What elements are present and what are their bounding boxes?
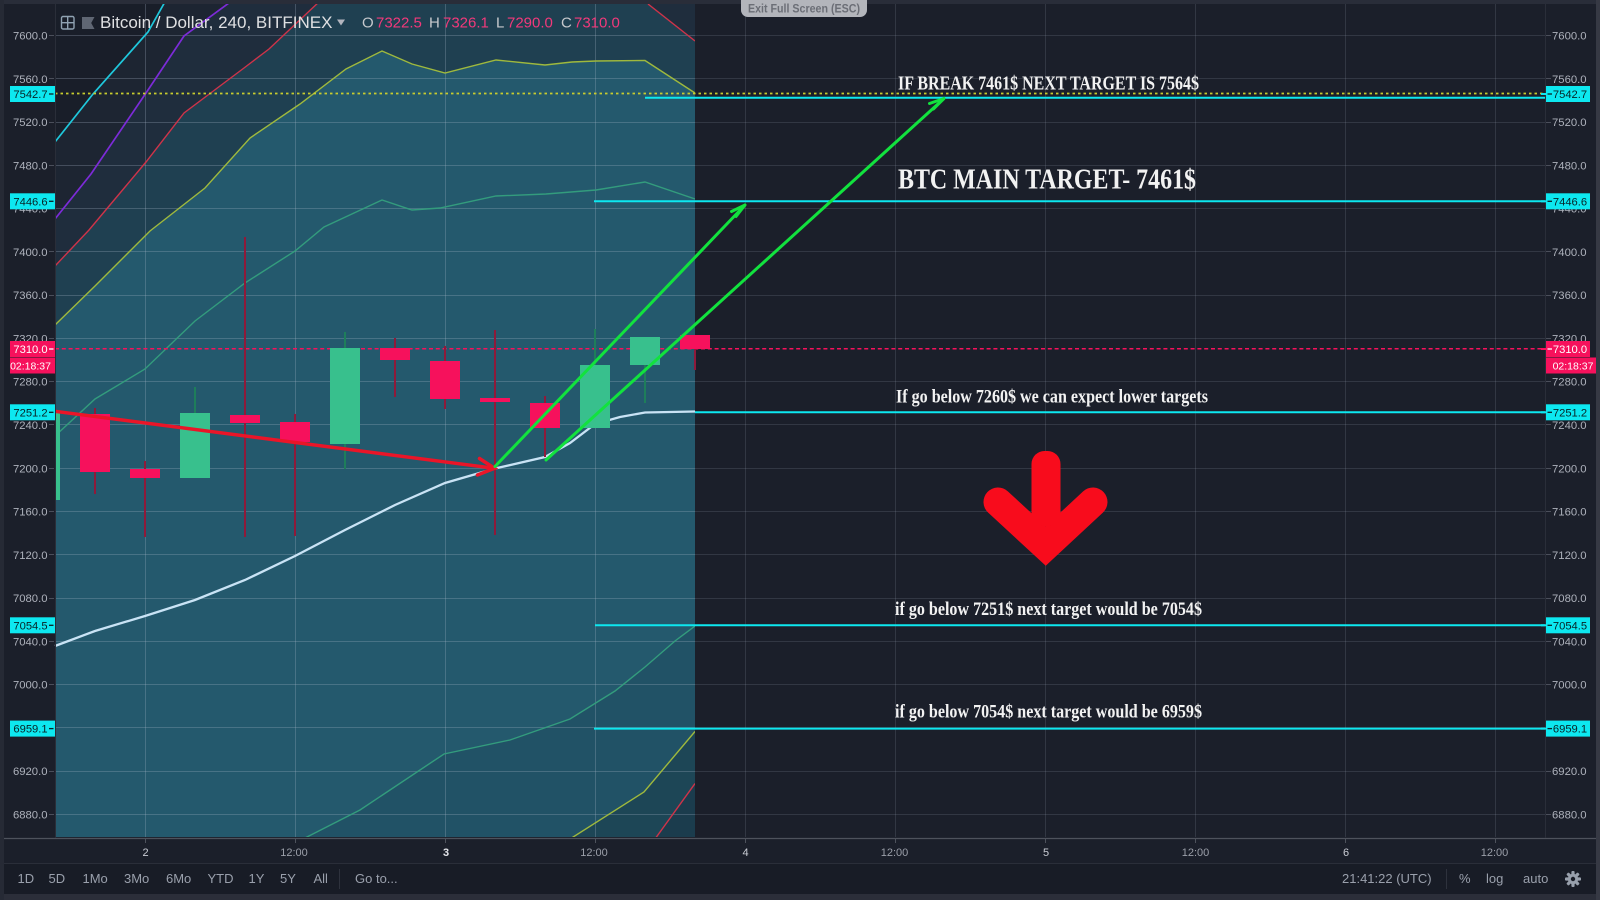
svg-text:7310.0: 7310.0 bbox=[1553, 344, 1587, 356]
svg-text:7310.0: 7310.0 bbox=[574, 15, 620, 32]
svg-text:L: L bbox=[496, 15, 504, 32]
svg-text:7054.5: 7054.5 bbox=[1553, 620, 1587, 632]
svg-text:6959.1: 6959.1 bbox=[1553, 724, 1587, 736]
svg-text:6880.0: 6880.0 bbox=[1552, 810, 1587, 822]
svg-text:02:18:37: 02:18:37 bbox=[1553, 361, 1594, 373]
svg-text:5Y: 5Y bbox=[280, 871, 296, 886]
svg-text:IF BREAK 7461$ NEXT TARGET IS: IF BREAK 7461$ NEXT TARGET IS 7564$ bbox=[898, 74, 1199, 95]
svg-text:12:00: 12:00 bbox=[280, 847, 308, 859]
svg-text:7200.0: 7200.0 bbox=[1552, 463, 1587, 475]
svg-text:%: % bbox=[1459, 871, 1471, 886]
svg-text:7480.0: 7480.0 bbox=[13, 160, 48, 172]
svg-text:7040.0: 7040.0 bbox=[1552, 636, 1587, 648]
svg-text:02:18:37: 02:18:37 bbox=[10, 361, 51, 373]
svg-text:7120.0: 7120.0 bbox=[1552, 550, 1587, 562]
svg-text:6920.0: 6920.0 bbox=[1552, 766, 1587, 778]
svg-text:7560.0: 7560.0 bbox=[1552, 74, 1587, 86]
svg-text:2: 2 bbox=[142, 847, 148, 859]
svg-text:7054.5: 7054.5 bbox=[13, 620, 47, 632]
svg-text:auto: auto bbox=[1523, 871, 1548, 886]
svg-text:7600.0: 7600.0 bbox=[13, 31, 48, 43]
svg-text:7480.0: 7480.0 bbox=[1552, 160, 1587, 172]
svg-text:6880.0: 6880.0 bbox=[13, 810, 48, 822]
svg-text:6920.0: 6920.0 bbox=[13, 766, 48, 778]
svg-text:7240.0: 7240.0 bbox=[13, 420, 48, 432]
svg-text:3Mo: 3Mo bbox=[124, 871, 149, 886]
svg-text:7240.0: 7240.0 bbox=[1552, 420, 1587, 432]
svg-text:if go below 7251$ next target: if go below 7251$ next target would be 7… bbox=[895, 600, 1202, 620]
svg-text:7280.0: 7280.0 bbox=[13, 377, 48, 389]
svg-text:Bitcoin / Dollar, 240, BITFINE: Bitcoin / Dollar, 240, BITFINEX bbox=[100, 13, 332, 32]
svg-text:7542.7: 7542.7 bbox=[1553, 89, 1587, 101]
svg-text:7290.0: 7290.0 bbox=[507, 15, 553, 32]
svg-text:1D: 1D bbox=[18, 871, 35, 886]
svg-text:1Y: 1Y bbox=[249, 871, 265, 886]
svg-text:BTC MAIN TARGET- 7461$: BTC MAIN TARGET- 7461$ bbox=[898, 164, 1196, 196]
svg-text:7280.0: 7280.0 bbox=[1552, 377, 1587, 389]
svg-text:7560.0: 7560.0 bbox=[13, 74, 48, 86]
svg-text:3: 3 bbox=[443, 847, 449, 859]
svg-text:7200.0: 7200.0 bbox=[13, 463, 48, 475]
svg-text:7080.0: 7080.0 bbox=[13, 593, 48, 605]
svg-text:6959.1: 6959.1 bbox=[13, 724, 47, 736]
svg-text:7360.0: 7360.0 bbox=[13, 290, 48, 302]
svg-text:Go to...: Go to... bbox=[355, 871, 398, 886]
svg-text:YTD: YTD bbox=[208, 871, 234, 886]
svg-text:7446.6: 7446.6 bbox=[13, 196, 47, 208]
svg-text:7080.0: 7080.0 bbox=[1552, 593, 1587, 605]
svg-text:12:00: 12:00 bbox=[1481, 847, 1509, 859]
svg-text:7400.0: 7400.0 bbox=[13, 247, 48, 259]
svg-text:6Mo: 6Mo bbox=[166, 871, 191, 886]
svg-text:7000.0: 7000.0 bbox=[1552, 680, 1587, 692]
svg-text:7160.0: 7160.0 bbox=[13, 507, 48, 519]
svg-text:7360.0: 7360.0 bbox=[1552, 290, 1587, 302]
svg-text:7120.0: 7120.0 bbox=[13, 550, 48, 562]
svg-text:1Mo: 1Mo bbox=[83, 871, 108, 886]
svg-text:12:00: 12:00 bbox=[881, 847, 909, 859]
svg-text:21:41:22 (UTC): 21:41:22 (UTC) bbox=[1342, 871, 1432, 886]
svg-text:6: 6 bbox=[1343, 847, 1349, 859]
svg-text:12:00: 12:00 bbox=[580, 847, 608, 859]
svg-text:7251.2: 7251.2 bbox=[13, 407, 47, 419]
svg-text:7520.0: 7520.0 bbox=[1552, 117, 1587, 129]
svg-text:7326.1: 7326.1 bbox=[443, 15, 489, 32]
svg-text:5: 5 bbox=[1043, 847, 1049, 859]
svg-text:7400.0: 7400.0 bbox=[1552, 247, 1587, 259]
svg-text:If go below 7260$ we can expec: If go below 7260$ we can expect lower ta… bbox=[896, 388, 1208, 408]
svg-text:5D: 5D bbox=[49, 871, 66, 886]
svg-text:7322.5: 7322.5 bbox=[376, 15, 422, 32]
svg-text:12:00: 12:00 bbox=[1182, 847, 1210, 859]
svg-text:O: O bbox=[362, 15, 374, 32]
svg-text:7040.0: 7040.0 bbox=[13, 636, 48, 648]
svg-text:4: 4 bbox=[743, 847, 749, 859]
svg-text:7251.2: 7251.2 bbox=[1553, 407, 1587, 419]
svg-text:7160.0: 7160.0 bbox=[1552, 507, 1587, 519]
svg-text:C: C bbox=[561, 15, 572, 32]
svg-text:7446.6: 7446.6 bbox=[1553, 196, 1587, 208]
svg-text:Exit Full Screen (ESC): Exit Full Screen (ESC) bbox=[748, 2, 860, 16]
svg-text:7000.0: 7000.0 bbox=[13, 680, 48, 692]
svg-text:log: log bbox=[1486, 871, 1503, 886]
svg-text:7520.0: 7520.0 bbox=[13, 117, 48, 129]
svg-text:if go below 7054$ next target: if go below 7054$ next target would be 6… bbox=[895, 703, 1202, 723]
svg-text:All: All bbox=[314, 871, 329, 886]
svg-text:7310.0: 7310.0 bbox=[13, 344, 47, 356]
svg-text:7600.0: 7600.0 bbox=[1552, 31, 1587, 43]
svg-text:7542.7: 7542.7 bbox=[13, 89, 47, 101]
svg-text:H: H bbox=[429, 15, 440, 32]
